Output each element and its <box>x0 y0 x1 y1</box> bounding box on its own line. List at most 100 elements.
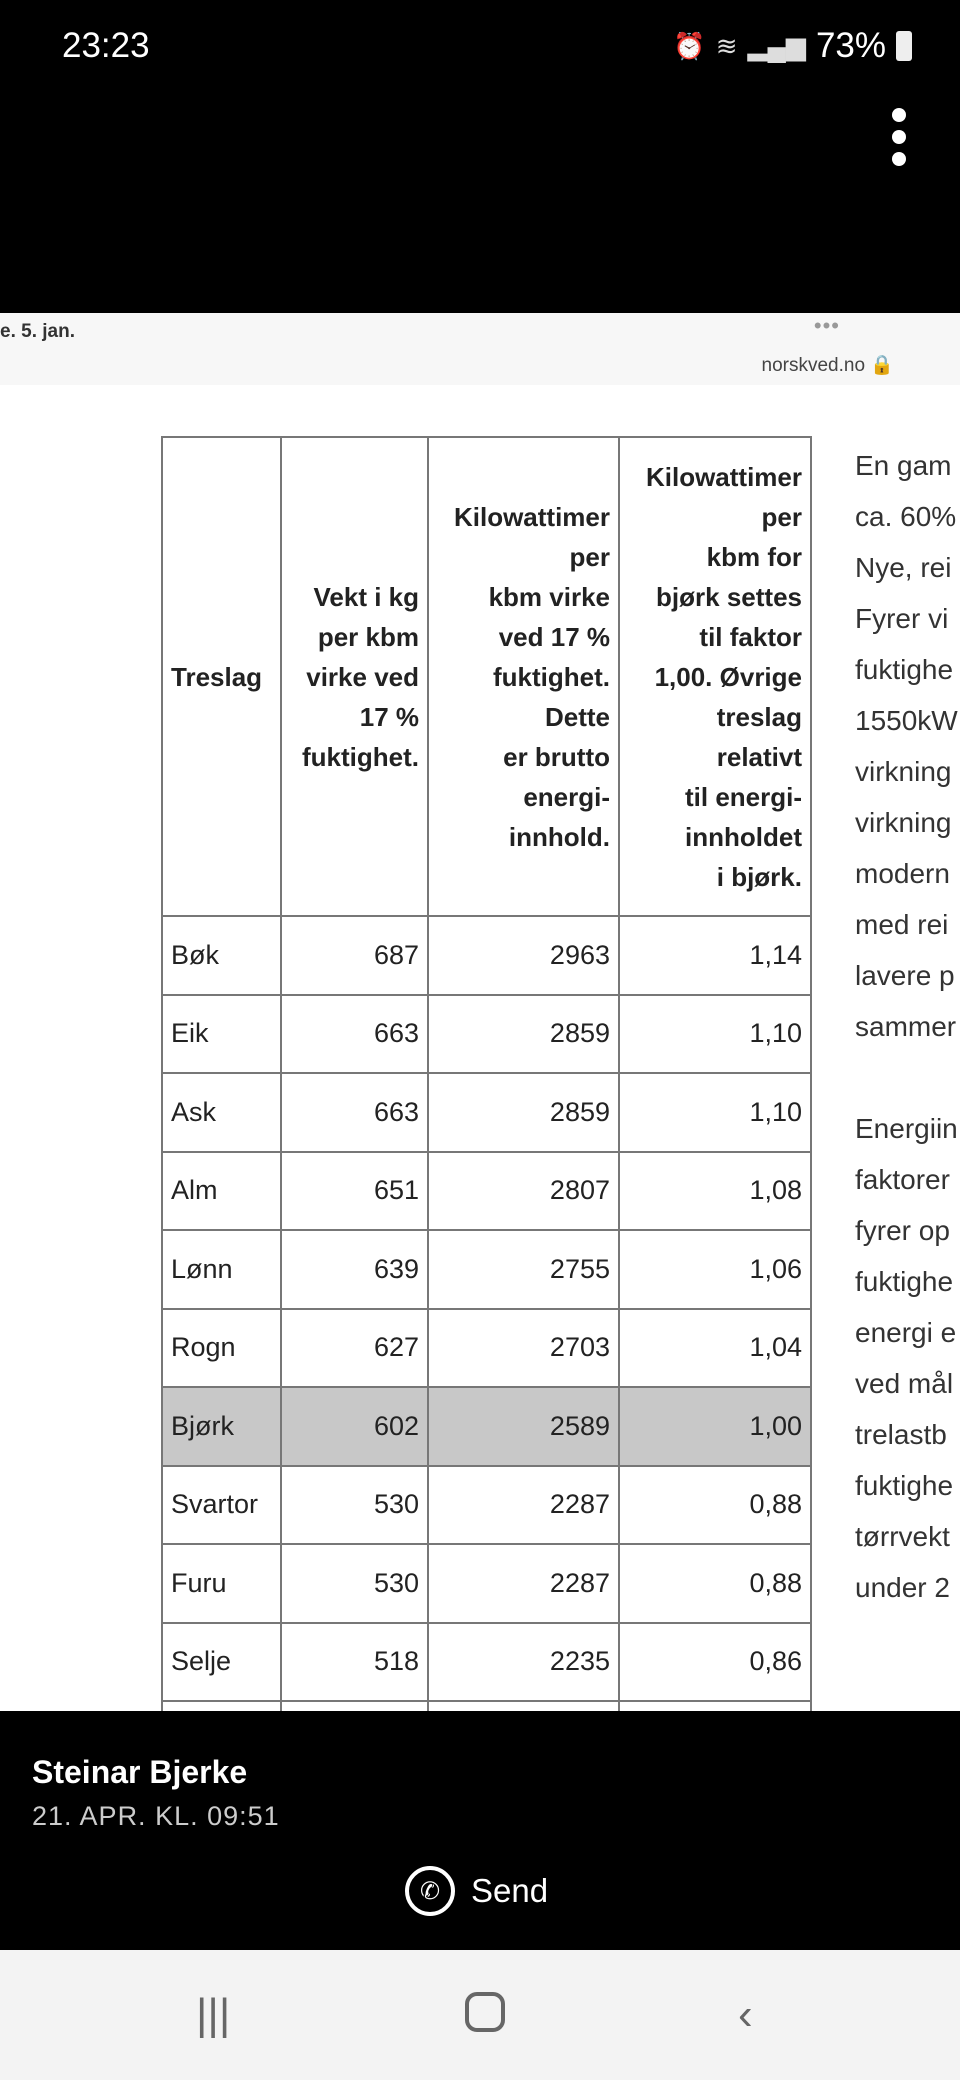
browser-header: e. 5. jan. ••• norskved.no 🔒 <box>0 313 960 385</box>
table-row: Selje 518 2235 0,86 <box>161 1621 812 1702</box>
table-row <box>161 1700 812 1711</box>
table-cell: 2859 <box>427 993 620 1074</box>
table-cell: 2859 <box>427 1072 620 1153</box>
table-cell: Furu <box>161 1543 282 1624</box>
back-icon[interactable]: ‹ <box>738 1990 753 2039</box>
header-line: i bjørk. <box>716 861 802 892</box>
table-cell: 2703 <box>427 1307 620 1388</box>
recent-apps-icon[interactable]: ||| <box>196 1990 231 2039</box>
table-row: Eik 663 2859 1,10 <box>161 993 812 1074</box>
header-line: Kilowattimer <box>453 501 610 532</box>
header-line: per kbm <box>317 621 419 652</box>
table-cell: 518 <box>280 1621 429 1702</box>
paragraph-2: Energiin faktorer fyrer op fuktighe energi e… <box>855 1103 960 1613</box>
text-line: fuktighe <box>855 1470 954 1501</box>
text-line: under 2 <box>855 1572 950 1603</box>
author-name: Steinar Bjerke <box>32 1754 248 1790</box>
table-cell <box>427 1700 620 1711</box>
text-line: modern <box>855 858 950 889</box>
header-line: er brutto <box>503 741 610 772</box>
column-header: Kilowattimer per kbm for bjørk settes til fa… <box>618 436 812 917</box>
text-line: fuktighe <box>855 1266 954 1297</box>
table-row: Rogn 627 2703 1,04 <box>161 1307 812 1388</box>
text-line: tørrvekt <box>855 1521 950 1552</box>
lock-icon: 🔒 <box>870 355 894 376</box>
table-cell: 2235 <box>427 1621 620 1702</box>
header-line: Dette <box>544 701 610 732</box>
header-line: kbm for <box>706 541 802 572</box>
header-line: fuktighet. <box>493 661 610 692</box>
header-line: energi- <box>523 781 610 812</box>
table-cell: 663 <box>280 993 429 1074</box>
text-line: sammer <box>855 1011 957 1042</box>
table-cell: 602 <box>280 1386 429 1467</box>
header-line: innholdet <box>685 821 802 852</box>
header-line: relativt <box>716 741 802 772</box>
article-text: En gam ca. 60% Nye, rei Fyrer vi fuktighe 155… <box>855 440 960 1664</box>
text-line: lavere p <box>855 960 955 991</box>
header-line: fuktighet. <box>302 741 419 772</box>
text-line: En gam <box>855 450 952 481</box>
header-line: per <box>569 541 610 572</box>
table-cell: 530 <box>280 1464 429 1545</box>
text-line: virkning <box>855 807 952 838</box>
text-line: Nye, rei <box>855 552 952 583</box>
post-date: e. 5. jan. <box>0 321 75 342</box>
table-cell <box>161 1700 282 1711</box>
header-line: 1,00. Øvrige <box>654 661 802 692</box>
table-row: Ask 663 2859 1,10 <box>161 1072 812 1153</box>
table-cell: Bjørk <box>161 1386 282 1467</box>
column-header: Kilowattimer per kbm virke ved 17 % fuktighe… <box>427 436 620 917</box>
send-label: Send <box>471 1872 549 1909</box>
text-line: ca. 60% <box>855 501 957 532</box>
table-cell <box>618 1700 812 1711</box>
photo-footer: Steinar Bjerke 21. APR. KL. 09:51 ✆ Send <box>0 1711 960 1950</box>
table-cell: 651 <box>280 1150 429 1231</box>
text-line: fuktighe <box>855 654 954 685</box>
table-row: Bjørk 602 2589 1,00 <box>161 1386 812 1467</box>
table-cell: 530 <box>280 1543 429 1624</box>
header-line: treslag <box>716 701 802 732</box>
table-cell: 2963 <box>427 915 620 996</box>
text-line: fyrer op <box>855 1215 950 1246</box>
table-cell: Eik <box>161 993 282 1074</box>
text-line: med rei <box>855 909 949 940</box>
text-line: energi e <box>855 1317 957 1348</box>
table-cell: Selje <box>161 1621 282 1702</box>
text-line: ved mål <box>855 1368 954 1399</box>
table-cell: 0,86 <box>618 1621 812 1702</box>
text-line: virkning <box>855 756 952 787</box>
table-cell: Lønn <box>161 1229 282 1310</box>
send-button[interactable]: ✆ Send <box>405 1866 548 1916</box>
header-line: kbm virke <box>488 581 610 612</box>
table-cell: 2589 <box>427 1386 620 1467</box>
status-icons: ⏰ ≋ ▂▄▆ 73% <box>673 26 912 66</box>
table-cell: 2287 <box>427 1464 620 1545</box>
header-line: bjørk settes <box>656 581 802 612</box>
post-timestamp: 21. APR. KL. 09:51 <box>32 1801 280 1831</box>
column-header: Treslag <box>161 436 282 917</box>
text-line: Energiin <box>855 1113 958 1144</box>
header-line: Vekt i kg <box>313 581 420 612</box>
table-row: Alm 651 2807 1,08 <box>161 1150 812 1231</box>
clock: 23:23 <box>62 26 150 65</box>
battery-percent: 73% <box>815 26 886 65</box>
header-line: til energi- <box>684 781 802 812</box>
table-cell: 2807 <box>427 1150 620 1231</box>
table-cell: 627 <box>280 1307 429 1388</box>
text-line: faktorer <box>855 1164 950 1195</box>
header-line: 17 % <box>359 701 419 732</box>
table-cell: Ask <box>161 1072 282 1153</box>
header-line: innhold. <box>508 821 610 852</box>
table-cell: Svartor <box>161 1464 282 1545</box>
table-cell: Bøk <box>161 915 282 996</box>
browser-menu-icon[interactable]: ••• <box>813 313 840 338</box>
wood-energy-table: Treslag Vekt i kg per kbm virke ved 17 % fukt… <box>161 436 812 1711</box>
url: norskved.no 🔒 <box>762 353 894 377</box>
home-icon[interactable] <box>465 1992 505 2032</box>
table-cell: 1,04 <box>618 1307 812 1388</box>
table-cell: 0,88 <box>618 1464 812 1545</box>
url-text: norskved.no <box>761 355 866 376</box>
table-cell: 1,10 <box>618 1072 812 1153</box>
more-options-icon[interactable] <box>892 108 908 174</box>
